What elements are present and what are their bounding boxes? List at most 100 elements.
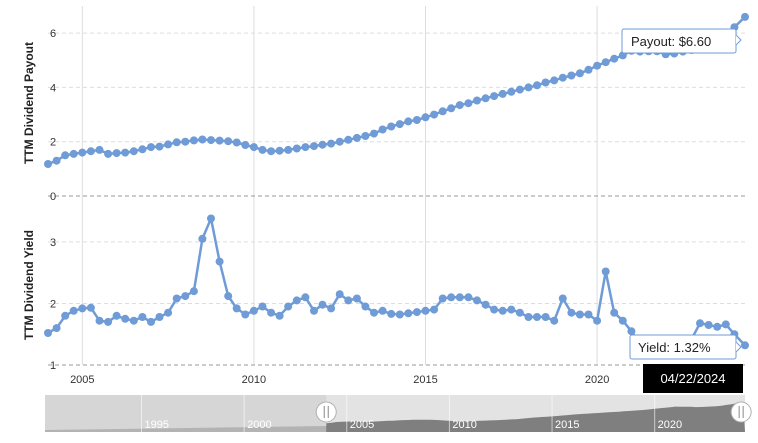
yield-point[interactable]: [430, 305, 439, 314]
yield-point[interactable]: [86, 303, 95, 312]
payout-point[interactable]: [515, 85, 524, 94]
payout-point[interactable]: [464, 99, 473, 108]
payout-point[interactable]: [498, 89, 507, 98]
yield-point[interactable]: [601, 267, 610, 276]
yield-point[interactable]: [541, 313, 550, 321]
payout-point[interactable]: [395, 120, 404, 129]
yield-point[interactable]: [721, 320, 730, 329]
yield-point[interactable]: [704, 321, 713, 329]
yield-point[interactable]: [78, 304, 87, 313]
yield-point[interactable]: [464, 293, 473, 302]
yield-point[interactable]: [164, 308, 173, 317]
yield-point[interactable]: [301, 293, 310, 302]
payout-point[interactable]: [524, 83, 533, 92]
payout-point[interactable]: [584, 65, 593, 74]
yield-point[interactable]: [567, 308, 576, 317]
payout-point[interactable]: [412, 116, 421, 124]
yield-point[interactable]: [189, 287, 198, 296]
payout-point[interactable]: [567, 71, 576, 80]
payout-point[interactable]: [198, 135, 207, 144]
payout-point[interactable]: [189, 136, 198, 145]
payout-point[interactable]: [404, 117, 413, 126]
yield-point[interactable]: [335, 290, 344, 299]
payout-point[interactable]: [741, 12, 749, 21]
yield-point[interactable]: [421, 306, 430, 315]
payout-point[interactable]: [507, 87, 516, 96]
yield-point[interactable]: [593, 316, 602, 325]
payout-point[interactable]: [155, 142, 164, 151]
yield-point[interactable]: [404, 309, 413, 318]
yield-point[interactable]: [95, 316, 104, 325]
yield-point[interactable]: [310, 306, 318, 315]
yield-point[interactable]: [121, 314, 130, 323]
yield-point[interactable]: [412, 308, 421, 317]
yield-point[interactable]: [575, 310, 584, 319]
yield-point[interactable]: [741, 341, 749, 350]
yield-point[interactable]: [481, 300, 490, 309]
payout-point[interactable]: [344, 135, 353, 144]
yield-point[interactable]: [507, 305, 516, 314]
payout-point[interactable]: [352, 133, 361, 142]
yield-point[interactable]: [129, 316, 138, 325]
yield-point[interactable]: [327, 304, 336, 313]
yield-point[interactable]: [550, 316, 559, 325]
yield-point[interactable]: [610, 308, 619, 317]
payout-point[interactable]: [533, 81, 541, 90]
yield-point[interactable]: [515, 308, 524, 317]
payout-point[interactable]: [112, 149, 121, 158]
yield-point[interactable]: [378, 306, 387, 315]
payout-point[interactable]: [52, 156, 61, 165]
yield-point[interactable]: [618, 316, 627, 325]
payout-point[interactable]: [318, 140, 327, 149]
yield-point[interactable]: [524, 313, 533, 321]
yield-point[interactable]: [473, 296, 481, 305]
payout-point[interactable]: [95, 145, 104, 154]
payout-point[interactable]: [44, 160, 52, 168]
yield-point[interactable]: [318, 300, 327, 309]
payout-point[interactable]: [541, 78, 550, 87]
payout-point[interactable]: [593, 61, 602, 70]
payout-point[interactable]: [61, 151, 70, 160]
payout-point[interactable]: [78, 148, 87, 157]
yield-series[interactable]: [44, 214, 749, 351]
yield-point[interactable]: [138, 313, 147, 321]
payout-point[interactable]: [138, 145, 147, 154]
payout-point[interactable]: [181, 137, 190, 146]
payout-point[interactable]: [121, 148, 130, 157]
payout-point[interactable]: [301, 143, 310, 152]
yield-point[interactable]: [284, 302, 293, 311]
yield-point[interactable]: [275, 311, 284, 320]
payout-point[interactable]: [558, 73, 567, 82]
yield-point[interactable]: [498, 306, 507, 315]
yield-point[interactable]: [69, 306, 78, 315]
payout-point[interactable]: [370, 129, 378, 138]
payout-point[interactable]: [292, 144, 301, 153]
payout-point[interactable]: [327, 139, 336, 148]
yield-point[interactable]: [172, 294, 181, 303]
handle-knob[interactable]: [315, 401, 337, 423]
payout-point[interactable]: [550, 76, 559, 85]
yield-point[interactable]: [438, 294, 447, 303]
payout-point[interactable]: [147, 143, 155, 152]
payout-point[interactable]: [438, 107, 447, 116]
payout-point[interactable]: [104, 149, 113, 158]
yield-point[interactable]: [533, 313, 541, 321]
payout-point[interactable]: [447, 104, 456, 113]
payout-point[interactable]: [129, 147, 138, 156]
yield-point[interactable]: [447, 293, 456, 302]
yield-point[interactable]: [215, 257, 224, 266]
payout-point[interactable]: [164, 140, 173, 149]
payout-point[interactable]: [490, 92, 499, 101]
yield-point[interactable]: [627, 327, 636, 336]
payout-point[interactable]: [601, 58, 610, 67]
yield-point[interactable]: [198, 234, 207, 243]
yield-point[interactable]: [558, 294, 567, 303]
yield-point[interactable]: [696, 319, 704, 328]
payout-point[interactable]: [421, 113, 430, 122]
yield-point[interactable]: [155, 313, 164, 321]
payout-point[interactable]: [575, 69, 584, 78]
payout-point[interactable]: [215, 136, 224, 145]
yield-point[interactable]: [344, 296, 353, 305]
payout-point[interactable]: [258, 145, 267, 154]
yield-point[interactable]: [52, 324, 61, 333]
